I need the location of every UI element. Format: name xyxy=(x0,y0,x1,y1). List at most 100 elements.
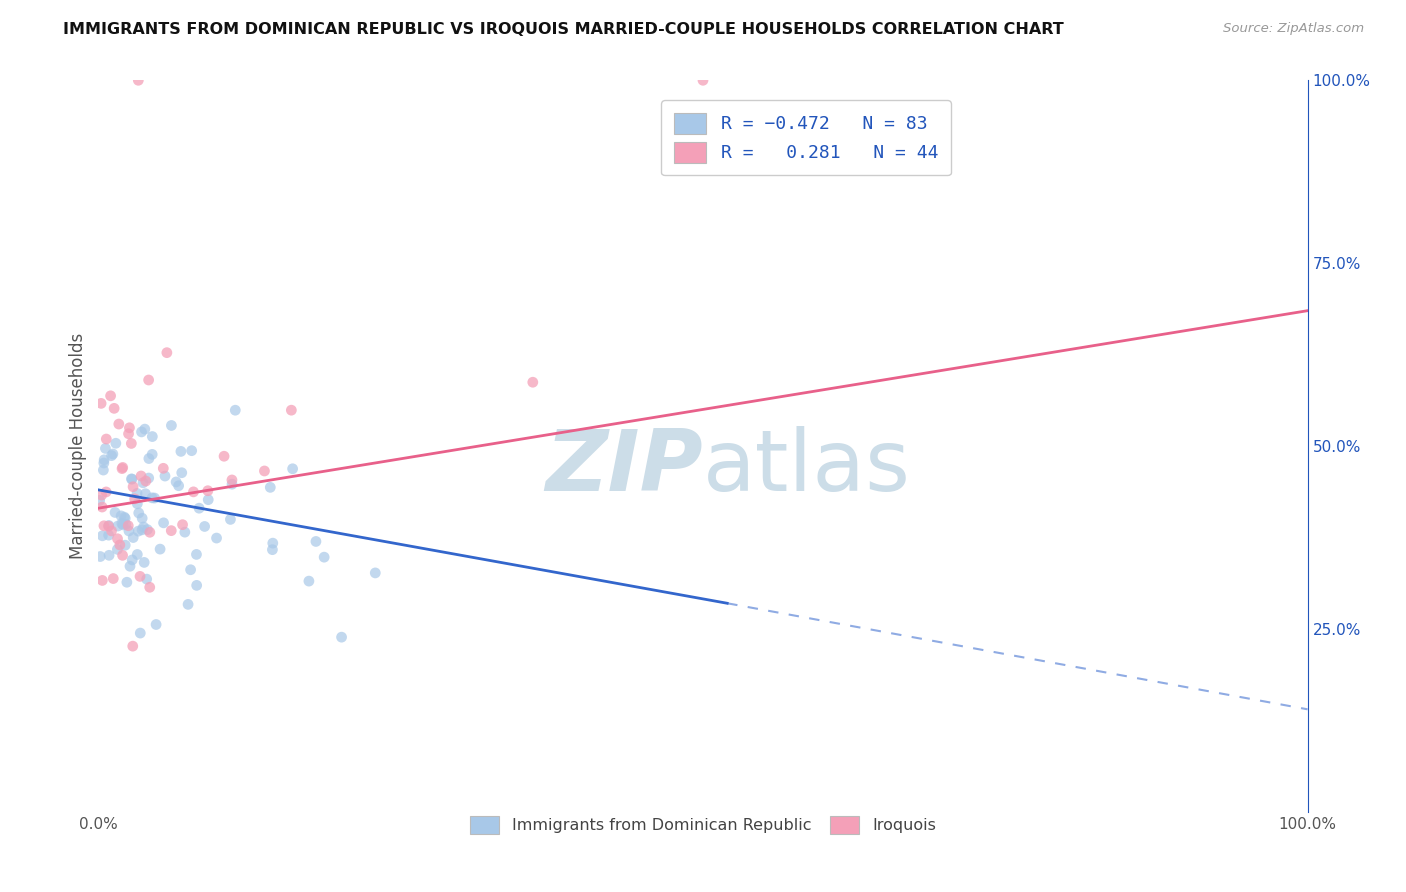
Point xyxy=(364,566,387,580)
Point xyxy=(253,464,276,478)
Point xyxy=(91,529,114,543)
Point xyxy=(522,376,544,390)
Point xyxy=(129,569,152,583)
Point xyxy=(180,443,202,458)
Point xyxy=(173,525,195,540)
Point xyxy=(121,472,143,486)
Point xyxy=(129,626,152,640)
Point xyxy=(205,531,228,545)
Point xyxy=(149,542,172,557)
Point xyxy=(305,534,328,549)
Point xyxy=(96,432,118,446)
Point xyxy=(120,436,142,450)
Text: Source: ZipAtlas.com: Source: ZipAtlas.com xyxy=(1223,22,1364,36)
Point xyxy=(131,425,153,439)
Point xyxy=(114,538,136,552)
Point xyxy=(91,500,114,514)
Point xyxy=(104,506,127,520)
Point xyxy=(138,580,160,594)
Point xyxy=(114,511,136,525)
Point xyxy=(118,559,141,574)
Point xyxy=(177,598,200,612)
Point xyxy=(103,572,125,586)
Point xyxy=(167,479,190,493)
Point xyxy=(141,429,163,443)
Y-axis label: Married-couple Households: Married-couple Households xyxy=(69,333,87,559)
Point xyxy=(221,477,243,491)
Point xyxy=(108,417,131,431)
Point xyxy=(197,492,219,507)
Point xyxy=(197,483,219,498)
Point xyxy=(259,480,281,494)
Point xyxy=(186,578,208,592)
Point xyxy=(186,548,208,562)
Point xyxy=(221,473,243,487)
Point xyxy=(100,389,122,403)
Point xyxy=(98,549,121,563)
Point xyxy=(183,484,205,499)
Point xyxy=(330,630,353,644)
Point xyxy=(90,396,112,410)
Point xyxy=(100,524,122,538)
Point xyxy=(129,469,152,483)
Point xyxy=(153,469,176,483)
Point xyxy=(160,524,183,538)
Point xyxy=(134,556,156,570)
Point xyxy=(127,524,149,538)
Point xyxy=(101,447,124,461)
Point xyxy=(224,403,246,417)
Point xyxy=(134,422,156,436)
Point xyxy=(122,480,145,494)
Point xyxy=(117,426,139,441)
Point xyxy=(138,451,160,466)
Point xyxy=(160,418,183,433)
Point xyxy=(94,442,117,456)
Point xyxy=(298,574,321,588)
Point xyxy=(165,475,187,489)
Point xyxy=(112,517,135,532)
Point xyxy=(124,491,146,506)
Point xyxy=(143,491,166,505)
Legend: Immigrants from Dominican Republic, Iroquois: Immigrants from Dominican Republic, Iroq… xyxy=(461,806,945,844)
Point xyxy=(107,519,129,533)
Point xyxy=(170,466,193,480)
Point xyxy=(90,488,112,502)
Point xyxy=(114,517,136,532)
Point xyxy=(93,456,115,470)
Point xyxy=(125,486,148,500)
Text: atlas: atlas xyxy=(703,426,911,509)
Point xyxy=(108,538,131,552)
Point xyxy=(194,519,217,533)
Point xyxy=(111,549,134,563)
Point xyxy=(121,639,143,653)
Point xyxy=(135,572,157,586)
Point xyxy=(281,462,304,476)
Point xyxy=(121,553,143,567)
Text: ZIP: ZIP xyxy=(546,426,703,509)
Point xyxy=(138,471,160,485)
Point xyxy=(89,549,111,564)
Point xyxy=(127,548,149,562)
Point xyxy=(212,449,235,463)
Point xyxy=(97,528,120,542)
Point xyxy=(141,491,163,505)
Point xyxy=(91,574,114,588)
Point xyxy=(219,512,242,526)
Point xyxy=(145,617,167,632)
Text: IMMIGRANTS FROM DOMINICAN REPUBLIC VS IROQUOIS MARRIED-COUPLE HOUSEHOLDS CORRELA: IMMIGRANTS FROM DOMINICAN REPUBLIC VS IR… xyxy=(63,22,1064,37)
Point xyxy=(115,575,138,590)
Point xyxy=(170,444,193,458)
Point xyxy=(135,474,157,488)
Point xyxy=(172,517,194,532)
Point xyxy=(117,518,139,533)
Point xyxy=(93,463,115,477)
Point xyxy=(112,510,135,524)
Point xyxy=(127,73,149,87)
Point xyxy=(132,520,155,534)
Point xyxy=(93,452,115,467)
Point xyxy=(107,532,129,546)
Point xyxy=(139,525,162,540)
Point xyxy=(314,550,336,565)
Point xyxy=(156,345,179,359)
Point xyxy=(110,508,132,523)
